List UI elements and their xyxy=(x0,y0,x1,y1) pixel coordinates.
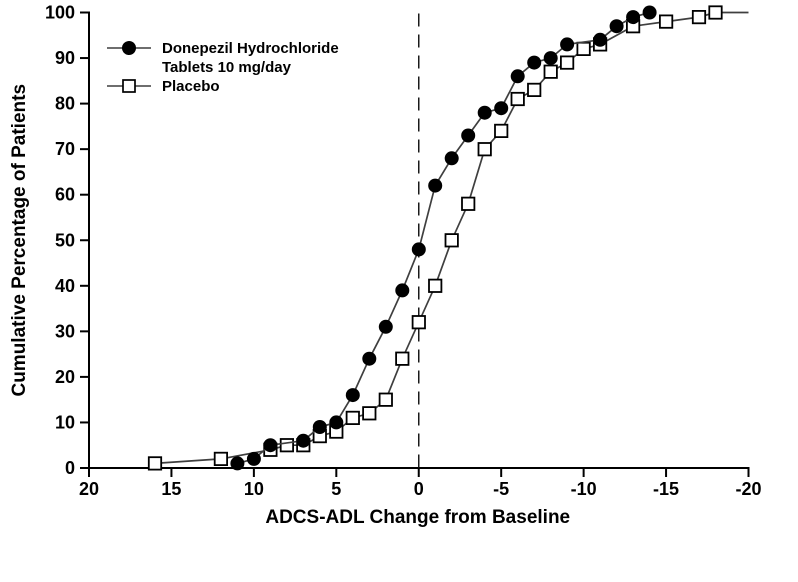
data-point-donepezil xyxy=(494,101,509,116)
open-square-icon xyxy=(107,79,151,93)
data-point-placebo xyxy=(279,438,295,453)
data-point-donepezil xyxy=(543,51,558,66)
data-point-donepezil xyxy=(527,55,542,70)
data-point-placebo xyxy=(345,410,360,426)
series-donepezil xyxy=(230,5,657,471)
data-point-donepezil xyxy=(626,10,641,25)
data-point-placebo xyxy=(477,142,492,157)
data-point-placebo xyxy=(378,392,393,407)
data-point-donepezil xyxy=(593,32,608,47)
data-point-donepezil xyxy=(230,456,245,471)
data-point-placebo xyxy=(147,456,163,471)
data-point-placebo xyxy=(494,123,509,138)
y-tick-label: 90 xyxy=(55,48,75,68)
y-tick-label: 50 xyxy=(55,230,75,250)
x-tick-label: -10 xyxy=(571,479,597,499)
data-point-donepezil xyxy=(477,105,492,120)
y-tick-label: 10 xyxy=(55,412,75,432)
data-point-donepezil xyxy=(296,433,311,448)
axes: 20 15 10 5 0 -5 -10 -15 -20010203040506070809010… xyxy=(9,3,762,529)
legend-label-donepezil-line2: Tablets 10 mg/day xyxy=(162,59,291,76)
data-point-donepezil xyxy=(642,5,657,20)
data-point-placebo xyxy=(691,9,707,25)
y-tick-label: 40 xyxy=(55,276,75,296)
data-point-donepezil xyxy=(263,438,278,453)
y-axis-title: Cumulative Percentage of Patients xyxy=(9,84,30,397)
data-point-placebo xyxy=(543,64,558,79)
data-point-donepezil xyxy=(444,151,459,166)
y-tick-label: 60 xyxy=(55,185,75,205)
data-point-donepezil xyxy=(329,415,344,430)
data-point-donepezil xyxy=(246,451,261,466)
data-point-donepezil xyxy=(345,388,360,403)
x-tick-label: -15 xyxy=(653,479,679,499)
data-point-placebo xyxy=(395,351,410,366)
data-point-donepezil xyxy=(428,178,443,193)
data-point-placebo xyxy=(362,406,377,421)
data-point-placebo xyxy=(659,14,674,29)
y-tick-label: 30 xyxy=(55,321,75,341)
data-point-placebo xyxy=(428,278,443,293)
filled-circle-icon xyxy=(107,41,151,55)
legend-label-placebo-line1: Placebo xyxy=(162,78,220,95)
legend-item-donepezil: Donepezil Hydrochloride Tablets 10 mg/day xyxy=(106,39,339,77)
y-tick-label: 80 xyxy=(55,94,75,114)
x-tick-label: 15 xyxy=(161,479,181,499)
x-tick-label: 5 xyxy=(331,479,341,499)
data-point-placebo xyxy=(576,41,591,57)
legend: Donepezil Hydrochloride Tablets 10 mg/day… xyxy=(106,39,339,96)
y-tick-label: 0 xyxy=(65,458,75,478)
data-point-donepezil xyxy=(609,19,624,34)
legend-label-placebo: Placebo xyxy=(162,77,220,96)
y-tick-label: 100 xyxy=(45,3,75,23)
data-point-donepezil xyxy=(312,420,327,434)
y-tick-label: 20 xyxy=(55,367,75,387)
data-point-placebo xyxy=(213,451,228,467)
x-axis-title: ADCS-ADL Change from Baseline xyxy=(265,507,570,528)
data-point-placebo xyxy=(527,82,542,97)
data-point-donepezil xyxy=(560,37,575,52)
data-point-donepezil xyxy=(411,242,426,257)
data-point-donepezil xyxy=(461,128,476,143)
x-tick-label: 10 xyxy=(244,479,264,499)
data-point-donepezil xyxy=(395,283,410,298)
data-point-placebo xyxy=(708,5,723,20)
series-line-placebo xyxy=(154,11,749,465)
data-point-placebo xyxy=(560,55,575,70)
data-point-donepezil xyxy=(510,69,525,84)
x-tick-label: 0 xyxy=(414,479,424,499)
data-point-donepezil xyxy=(362,351,377,366)
data-point-placebo xyxy=(461,196,476,211)
x-tick-label: -20 xyxy=(735,479,761,499)
x-tick-label: -5 xyxy=(493,479,509,499)
data-point-placebo xyxy=(411,315,426,330)
data-point-placebo xyxy=(444,233,459,248)
data-point-placebo xyxy=(510,91,525,107)
y-tick-label: 70 xyxy=(55,139,75,159)
data-point-donepezil xyxy=(378,319,393,334)
legend-label-donepezil-line1: Donepezil Hydrochloride xyxy=(162,40,339,57)
legend-label-donepezil: Donepezil Hydrochloride Tablets 10 mg/day xyxy=(162,39,339,77)
legend-item-placebo: Placebo xyxy=(106,77,339,96)
x-tick-label: 20 xyxy=(79,479,99,499)
